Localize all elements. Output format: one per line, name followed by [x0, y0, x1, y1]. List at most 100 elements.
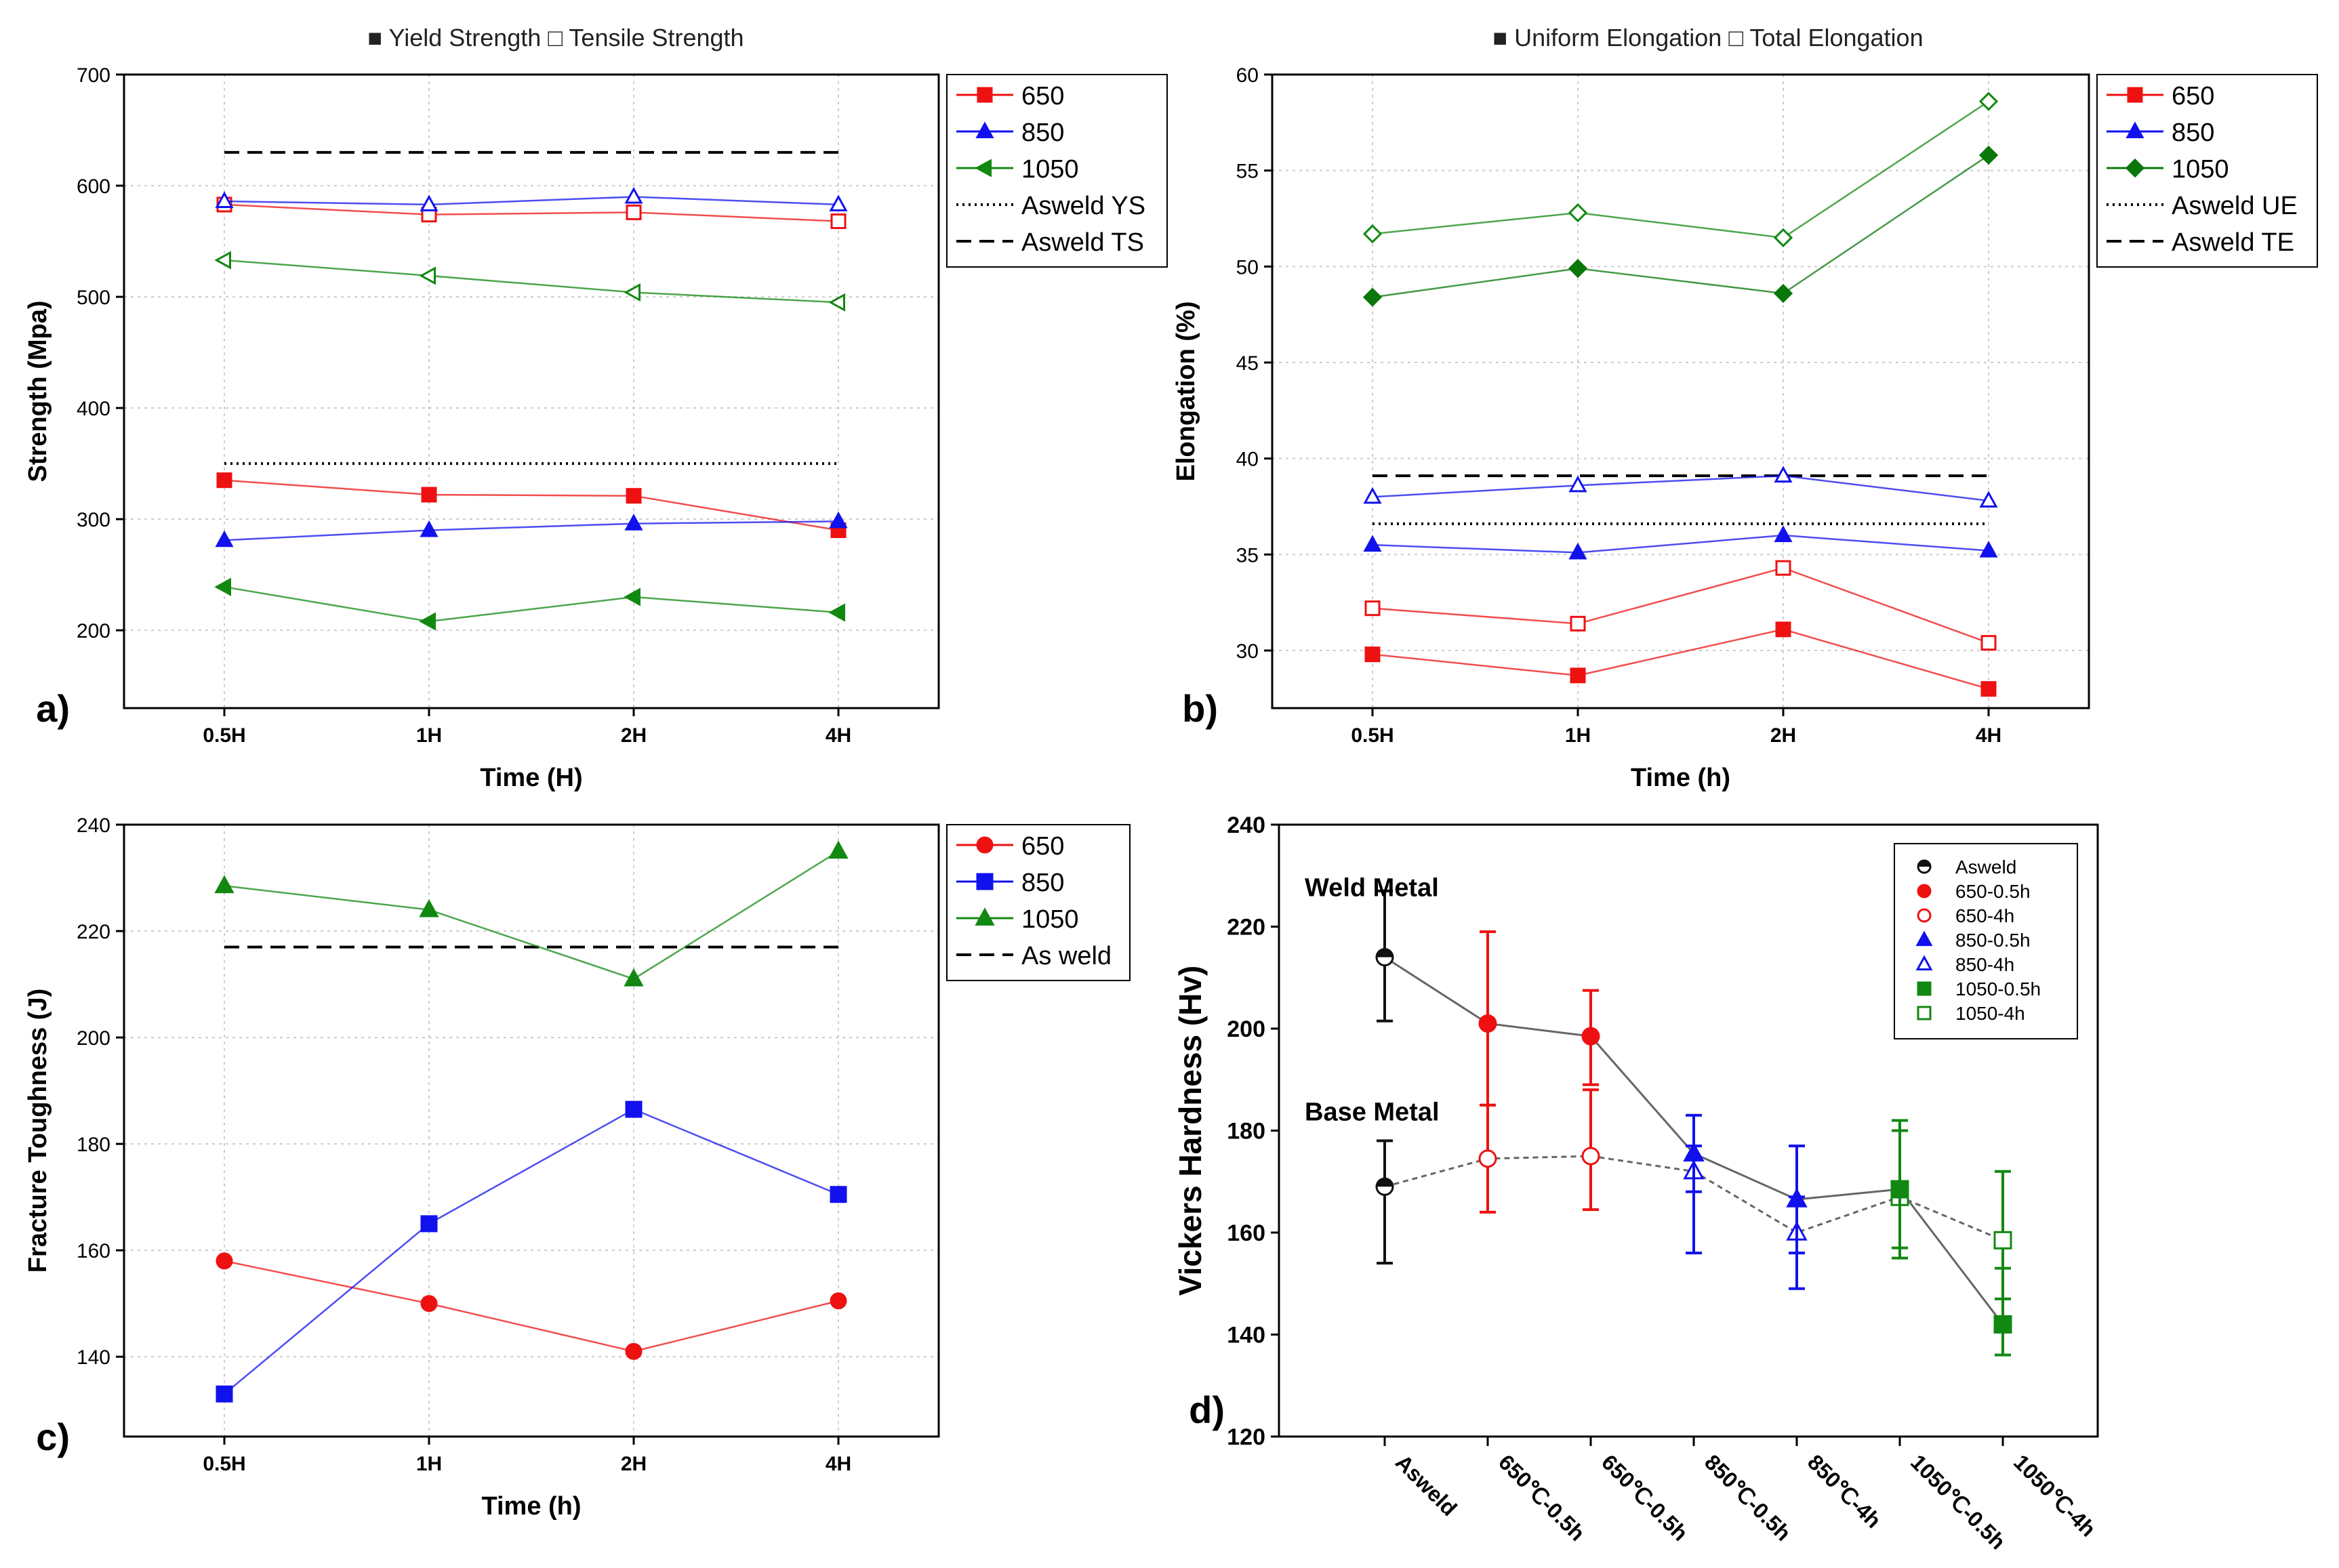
d-legend-entry-850-4h-swatch-marker — [1915, 955, 1933, 971]
d-legend-entry-asweld-swatch-marker — [1917, 859, 1932, 874]
c-panel-label: c) — [36, 1416, 70, 1458]
b-xtick-label-1h: 1H — [1565, 724, 1591, 747]
d-legend-entry-850-0-5h-swatch-marker — [1915, 930, 1933, 947]
a-point-1050-ts-1h — [419, 266, 436, 285]
a-series-line-850 — [224, 520, 839, 541]
c-ytick-label-160: 160 — [77, 1240, 110, 1262]
a-legend: 650 850 1050 Asweld YS Asweld TS — [946, 74, 1168, 268]
a-point-850-ts-4h — [829, 194, 848, 211]
d-ytick-label-120: 120 — [1227, 1424, 1265, 1450]
a-xtick-label-0-5h: 0.5H — [203, 724, 245, 747]
a-series-1050 — [214, 577, 845, 631]
c-ytick-label-200: 200 — [77, 1027, 110, 1050]
b-legend-entry-1050-label: 1050 — [2172, 155, 2229, 184]
b-point-650-0-5h — [1364, 646, 1381, 663]
c-legend-entry-1050-swatch-marker — [975, 907, 995, 926]
a-legend-entry-asweld-ts-label: Asweld TS — [1021, 228, 1144, 257]
a-legend-entry-asweld-ys-label: Asweld YS — [1021, 192, 1145, 220]
a-point-850-ts-1h — [420, 194, 439, 211]
c-point-650-1h — [420, 1295, 438, 1313]
a-legend-entry-850-swatch-marker — [975, 121, 994, 138]
c-series-650 — [216, 1252, 847, 1360]
b-point-650-1h — [1570, 667, 1586, 684]
d-legend-entry-850-4h-label: 850-4h — [1955, 954, 2014, 975]
b-series-line-850-te — [1372, 474, 1989, 502]
d-weld-metal — [1375, 889, 2012, 1357]
a-point-850-ts-2h — [624, 186, 643, 204]
c-point-1050-0-5h — [214, 875, 235, 894]
a-ytick-label-400: 400 — [77, 398, 110, 420]
c-point-1050-4h — [828, 840, 849, 859]
b-legend-entry-asweld-te-label: Asweld TE — [2172, 228, 2294, 257]
panel-a-title: ■ Yield Strength □ Tensile Strength — [367, 24, 744, 51]
c-point-650-2h — [625, 1342, 643, 1360]
b-point-1050-0-5h — [1362, 287, 1383, 307]
d-weld-metal-point-2 — [1581, 1027, 1600, 1046]
a-point-1050-2h — [624, 587, 640, 606]
a-xtick-label-1h: 1H — [416, 724, 442, 747]
d-annotation-weld-metal: Weld Metal — [1305, 873, 1439, 902]
c-ytick-label-140: 140 — [77, 1346, 110, 1369]
a-point-650-ts-4h — [830, 213, 847, 230]
b-point-650-4h — [1980, 681, 1997, 697]
a-point-850-ts-0-5h — [215, 191, 234, 208]
a-legend-entry-1050-swatch-marker — [975, 159, 992, 178]
c-ytick-label-240: 240 — [77, 814, 110, 837]
b-legend-entry-1050-swatch-marker — [2125, 158, 2145, 178]
c-point-1050-1h — [419, 899, 439, 917]
b-ytick-label-50: 50 — [1236, 256, 1259, 278]
d-weld-metal-point-3 — [1683, 1142, 1705, 1162]
a-legend-entry-650-label: 650 — [1021, 82, 1064, 110]
b-point-1050-te-0-5h — [1362, 224, 1383, 244]
a-series-line-1050 — [224, 585, 839, 623]
d-weld-metal-point-1 — [1478, 1014, 1497, 1033]
a-plot-frame — [123, 73, 940, 709]
a-point-850-2h — [624, 514, 643, 531]
d-legend-entry-1050-4h-label: 1050-4h — [1955, 1003, 2025, 1024]
b-legend: 650 850 1050 Asweld UE Asweld TE — [2096, 74, 2318, 268]
d-weld-metal-point-5 — [1890, 1180, 1909, 1199]
d-legend-entry-1050-0-5h-swatch-marker — [1917, 981, 1932, 996]
c-point-850-1h — [420, 1215, 438, 1233]
d-legend-entry-asweld-swatch-marker-fill — [1918, 861, 1930, 867]
c-legend-entry-650-swatch-marker — [976, 836, 994, 854]
b-point-1050-1h — [1568, 259, 1588, 278]
d-annotation-base-metal: Base Metal — [1305, 1098, 1440, 1126]
c-ytick-label-220: 220 — [77, 921, 110, 943]
a-ytick-label-200: 200 — [77, 620, 110, 642]
d-legend-entry-650-0-5h-swatch-marker — [1917, 884, 1932, 899]
panel-a-strength-chart: 200 300 400 500 600 700 0.5H 1H 2H 4H Time (H) Stre… — [24, 64, 1168, 792]
b-series-850 — [1363, 525, 1998, 560]
b-point-1050-te-4h — [1978, 91, 1999, 111]
d-base-metal-point-0 — [1375, 1177, 1394, 1196]
d-ytick-label-140: 140 — [1227, 1323, 1265, 1348]
a-xtick-label-4h: 4H — [826, 724, 851, 747]
b-point-650-te-0-5h — [1364, 600, 1381, 617]
b-point-650-te-1h — [1570, 615, 1586, 632]
b-xtick-label-0-5h: 0.5H — [1351, 724, 1394, 747]
b-point-850-2h — [1774, 525, 1793, 542]
d-ytick-label-200: 200 — [1227, 1016, 1265, 1042]
b-y-axis-label: Elongation (%) — [1172, 302, 1200, 482]
panel-b-elongation-chart: 30 35 40 45 50 55 60 0.5H 1H 2H 4H Time (h) Elongati… — [1172, 64, 2318, 792]
d-ytick-label-160: 160 — [1227, 1220, 1265, 1246]
d-base-metal-point-2 — [1581, 1147, 1600, 1165]
c-series-line-650 — [224, 1260, 839, 1353]
c-legend-entry-1050-label: 1050 — [1021, 905, 1079, 934]
a-series-line-650-ts — [224, 203, 839, 222]
b-plot-frame — [1271, 73, 2090, 709]
d-panel-label: d) — [1189, 1388, 1225, 1431]
d-base-metal-point-0-fill — [1377, 1178, 1393, 1187]
a-legend-entry-650-swatch-marker — [977, 87, 993, 103]
a-point-650-1h — [421, 487, 437, 503]
c-xtick-label-2h: 2H — [621, 1453, 647, 1475]
a-point-1050-1h — [419, 612, 436, 631]
a-point-650-ts-2h — [626, 204, 642, 220]
d-ytick-label-240: 240 — [1227, 812, 1265, 838]
d-y-axis-label: Vickers Hardness (Hv) — [1173, 966, 1208, 1296]
c-plot-frame — [123, 823, 940, 1438]
d-legend-entry-1050-0-5h-label: 1050-0.5h — [1955, 978, 2041, 999]
a-point-1050-ts-0-5h — [214, 251, 231, 270]
